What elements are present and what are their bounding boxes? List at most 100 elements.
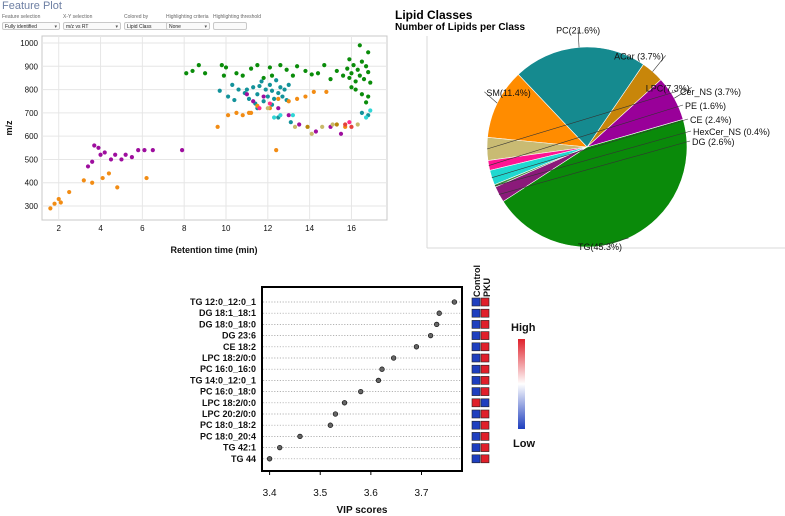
scatter-point [334,68,339,74]
highlighting-threshold-input[interactable] [213,22,247,30]
pie-leader-line [491,118,689,178]
colored-by-value: Lipid Class [127,24,152,30]
scatter-point [240,73,245,78]
vip-heat-cell [480,353,490,363]
highlighting-criteria-dropdown[interactable]: None ▾ [166,22,210,30]
vip-score-point [332,411,339,417]
scatter-y-tick-label: 900 [25,62,39,71]
scatter-point [303,94,308,99]
scatter-point [234,71,239,76]
chevron-down-icon: ▾ [115,24,118,30]
vip-score-point [390,355,397,361]
scatter-point [368,108,373,113]
scatter-point [322,63,327,68]
scatter-point [340,73,346,78]
scatter-point [265,94,270,99]
vip-heat-cell [480,364,490,374]
scatter-point [328,76,333,82]
scatter-point [349,85,354,90]
scatter-point [286,82,291,88]
vip-score-point [379,366,385,372]
scatter-point [290,113,296,118]
scatter-point [324,89,329,94]
scatter-point [255,92,260,97]
vip-heat-cell [471,420,481,430]
vip-heat-cell [471,432,481,441]
xy-selection-label: X-Y selection [63,14,93,20]
vip-feature-label: PC 16:0_16:0 [200,364,256,374]
scatter-point [244,87,250,92]
vip-feature-label: CE 18:2 [223,342,256,352]
scatter-x-tick-label: 6 [140,224,145,233]
scatter-point [290,73,296,78]
vip-heat-cell [471,342,481,352]
scatter-point [363,100,369,105]
vip-score-point [297,433,303,440]
pie-slice [517,46,644,148]
scatter-point [355,67,360,72]
feature-selection-value: Fully identified [5,24,37,30]
scatter-point [179,148,185,153]
scatter-x-tick-label: 8 [182,224,187,233]
scatter-point [351,63,356,68]
pie-leader-line [498,140,691,195]
scatter-point [106,171,112,176]
highlighting-criteria-label: Highlighting criteria [166,14,209,20]
pie-slice-label: LPC(7.3%) [646,83,690,93]
scatter-point [81,178,86,183]
pie-leader-line [488,104,684,166]
scatter-point [366,94,371,99]
scatter-point [284,67,289,72]
scatter-point [244,92,250,97]
scatter-point [142,148,147,153]
scatter-point [320,124,325,129]
vip-x-tick-label: 3.6 [364,488,378,499]
pie-leader-line [599,237,629,247]
vip-heat-cell [480,308,490,318]
vip-heat-cell [471,320,481,329]
scatter-y-tick-label: 700 [25,109,39,118]
scatter-point [303,68,308,74]
scatter-point [274,78,279,83]
scatter-point [234,110,239,115]
pie-slices [486,46,688,248]
scatter-point [119,157,124,162]
scatter-point [357,43,362,48]
scatter-point [251,99,256,104]
vip-heat-cell [480,420,490,430]
xy-selection-control: X-Y selection m/z vs RT ▾ [63,14,121,30]
vip-score-point [358,388,364,395]
colorbar-high-label: High [511,322,536,334]
scatter-point [366,70,371,75]
vip-heat-cell [471,376,481,385]
scatter-point [288,120,293,125]
pie-leader-line [577,29,580,48]
scatter-point [90,159,95,164]
vip-x-tick-label: 3.7 [415,488,429,499]
vip-heatmap [471,297,490,464]
scatter-point [269,73,275,78]
scatter-point [246,110,252,115]
vip-score-point [341,400,348,406]
feature-selection-dropdown[interactable]: Fully identified ▾ [2,22,60,30]
scatter-x-tick-label: 4 [98,224,103,233]
scatter-point [276,90,281,96]
vip-heat-cell [471,331,481,340]
scatter-point [353,79,358,84]
colored-by-label: Colored by [124,14,149,20]
scatter-point [280,94,285,99]
scatter-point [255,63,260,68]
scatter-point [309,131,314,136]
pie-slice-label: TG(45.3%) [578,242,622,252]
vip-feature-label: TG 14:0_12:0_1 [190,375,256,385]
xy-selection-dropdown[interactable]: m/z vs RT ▾ [63,22,121,30]
vip-heat-cell [480,297,490,307]
scatter-point [282,87,287,92]
vip-score-point [427,332,434,339]
scatter-point [353,87,358,92]
pie-subtitle: Number of Lipids per Class [395,22,526,33]
scatter-point [240,113,245,118]
scatter-y-tick-label: 300 [25,202,39,211]
scatter-point [215,124,220,129]
